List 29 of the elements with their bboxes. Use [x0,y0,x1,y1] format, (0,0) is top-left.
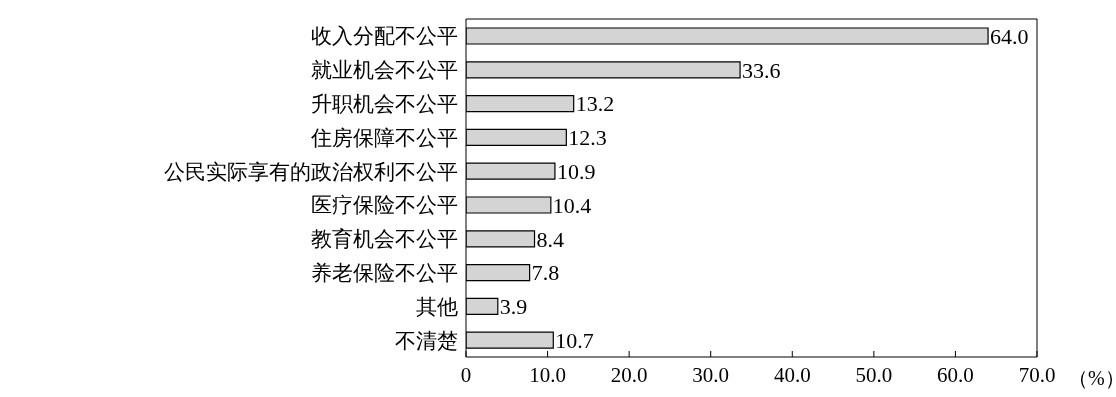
y-tick-label: 其他 [416,294,458,319]
y-tick-label: 公民实际享有的政治权利不公平 [164,159,458,184]
data-label: 13.2 [575,91,615,117]
data-label: 8.4 [536,226,565,252]
x-tick-label: 30.0 [692,362,730,387]
x-axis-title: （%） [1068,366,1116,391]
data-label: 10.9 [556,159,596,185]
data-label: 33.6 [742,57,781,83]
data-label: 64.0 [990,23,1029,49]
y-tick-label: 收入分配不公平 [311,24,458,49]
y-tick-label: 医疗保险不公平 [311,193,458,218]
y-tick-label: 升职机会不公平 [311,91,458,116]
x-tick-label: 70.0 [1018,362,1056,387]
data-label: 7.8 [531,260,560,286]
x-tick-label: 0 [460,362,472,387]
data-label: 3.9 [499,294,528,320]
data-label: 10.4 [552,192,592,218]
y-tick-label: 住房保障不公平 [310,125,458,150]
y-tick-label: 不清楚 [395,328,458,353]
x-tick-label: 60.0 [937,362,974,387]
y-tick-label: 教育机会不公平 [311,227,458,252]
data-label: 10.7 [555,328,594,354]
x-tick-label: 20.0 [610,362,648,387]
x-tick-label: 50.0 [855,362,893,387]
x-tick-label: 10.0 [529,362,566,387]
y-tick-label: 就业机会不公平 [311,58,458,83]
data-label: 12.3 [568,125,607,151]
x-tick-label: 40.0 [773,362,811,387]
y-tick-label: 养老保险不公平 [311,260,458,285]
